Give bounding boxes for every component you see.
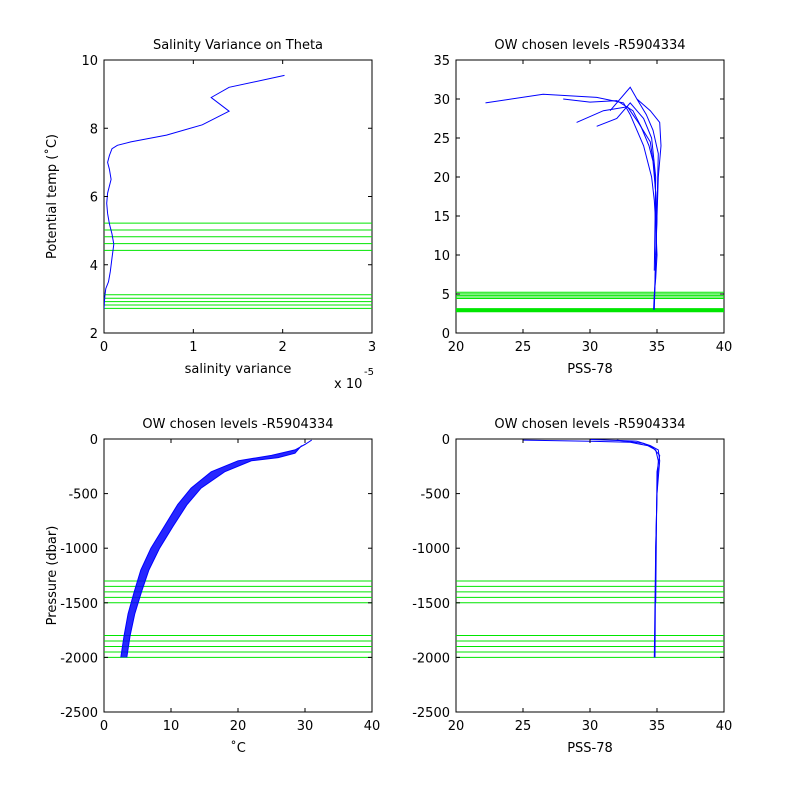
data-series-line	[616, 439, 661, 603]
charts: 0 1 2 3 2 4 6 8 10 Salinity Variance on Theta sali…	[44, 38, 732, 756]
y-tick-label: 0	[442, 433, 450, 448]
x-tick-label: 35	[649, 719, 666, 734]
chart-panel-3: 0 10 20 30 40 -2500 -2000 -1500 -1000 -500 0 OW cho…	[45, 417, 380, 756]
x-tick-label: 2	[279, 340, 287, 355]
axes-frame	[103, 438, 373, 713]
data-series-line	[104, 74, 285, 310]
x-multiplier-exponent: -5	[364, 367, 374, 378]
data-series-line	[596, 102, 657, 271]
x-multiplier-label: x 10	[334, 377, 362, 392]
y-tick-label: 15	[433, 210, 450, 225]
x-axis-label: salinity variance	[185, 362, 292, 377]
plot-area	[104, 439, 372, 658]
chart-title: OW chosen levels -R5904334	[494, 417, 685, 432]
x-tick-label: 40	[364, 719, 381, 734]
y-tick-label: -500	[68, 488, 98, 503]
y-tick-label: -1000	[60, 542, 98, 557]
y-tick-label: 10	[81, 54, 98, 69]
y-tick-label: -2000	[412, 651, 450, 666]
x-tick-label: 35	[649, 340, 666, 355]
y-tick-label: 25	[433, 132, 450, 147]
y-tick-label: -2500	[412, 706, 450, 721]
plot-area	[104, 74, 372, 310]
chart-panel-2: 20 25 30 35 40 0 5 10 15 20 25 30 35 OW chosen levels…	[433, 38, 732, 377]
y-tick-label: 2	[90, 327, 98, 342]
chart-title: OW chosen levels -R5904334	[142, 417, 333, 432]
x-tick-label: 0	[100, 340, 108, 355]
x-tick-label: 40	[716, 719, 733, 734]
profile-band	[120, 440, 312, 658]
y-axis-label: Potential temp (˚C)	[44, 134, 60, 259]
y-tick-label: -2000	[60, 651, 98, 666]
x-tick-label: 3	[368, 340, 376, 355]
x-tick-label: 30	[582, 719, 599, 734]
y-tick-label: -1500	[60, 597, 98, 612]
y-tick-label: 5	[442, 288, 450, 303]
y-tick-label: 4	[90, 259, 98, 274]
chart-title: Salinity Variance on Theta	[153, 38, 323, 53]
y-tick-label: -2500	[60, 706, 98, 721]
x-tick-label: 30	[297, 719, 314, 734]
chart-title: OW chosen levels -R5904334	[494, 38, 685, 53]
x-tick-label: 10	[163, 719, 180, 734]
y-tick-label: -1500	[412, 597, 450, 612]
plot-area	[456, 86, 724, 313]
x-axis-label: ˚C	[230, 740, 246, 756]
data-series-line	[563, 98, 657, 302]
x-tick-label: 20	[230, 719, 247, 734]
y-tick-label: -1000	[412, 542, 450, 557]
y-tick-label: 0	[90, 433, 98, 448]
y-tick-label: 35	[433, 54, 450, 69]
x-tick-label: 20	[448, 340, 465, 355]
x-tick-label: 30	[582, 340, 599, 355]
axes-frame	[455, 59, 725, 334]
data-series-line	[636, 98, 662, 256]
x-tick-label: 40	[716, 340, 733, 355]
y-tick-label: 8	[90, 122, 98, 137]
x-tick-label: 1	[189, 340, 197, 355]
axes-frame	[103, 59, 373, 334]
chart-panel-1: 0 1 2 3 2 4 6 8 10 Salinity Variance on Theta sali…	[44, 38, 376, 392]
y-tick-label: -500	[420, 488, 450, 503]
y-tick-label: 0	[442, 327, 450, 342]
axes-frame	[455, 438, 725, 713]
x-tick-label: 0	[100, 719, 108, 734]
data-series-line	[485, 93, 658, 310]
plot-area	[456, 439, 724, 658]
x-tick-label: 25	[515, 340, 532, 355]
y-tick-label: 30	[433, 93, 450, 108]
y-tick-label: 10	[433, 249, 450, 264]
chart-panel-4: 20 25 30 35 40 -2500 -2000 -1500 -1000 -500 0 OW ch…	[412, 417, 732, 756]
y-axis-label: Pressure (dbar)	[45, 526, 60, 626]
x-tick-label: 25	[515, 719, 532, 734]
y-tick-label: 20	[433, 171, 450, 186]
x-tick-label: 20	[448, 719, 465, 734]
y-tick-label: 6	[90, 191, 98, 206]
x-axis-label: PSS-78	[567, 741, 613, 756]
x-axis-label: PSS-78	[567, 362, 613, 377]
